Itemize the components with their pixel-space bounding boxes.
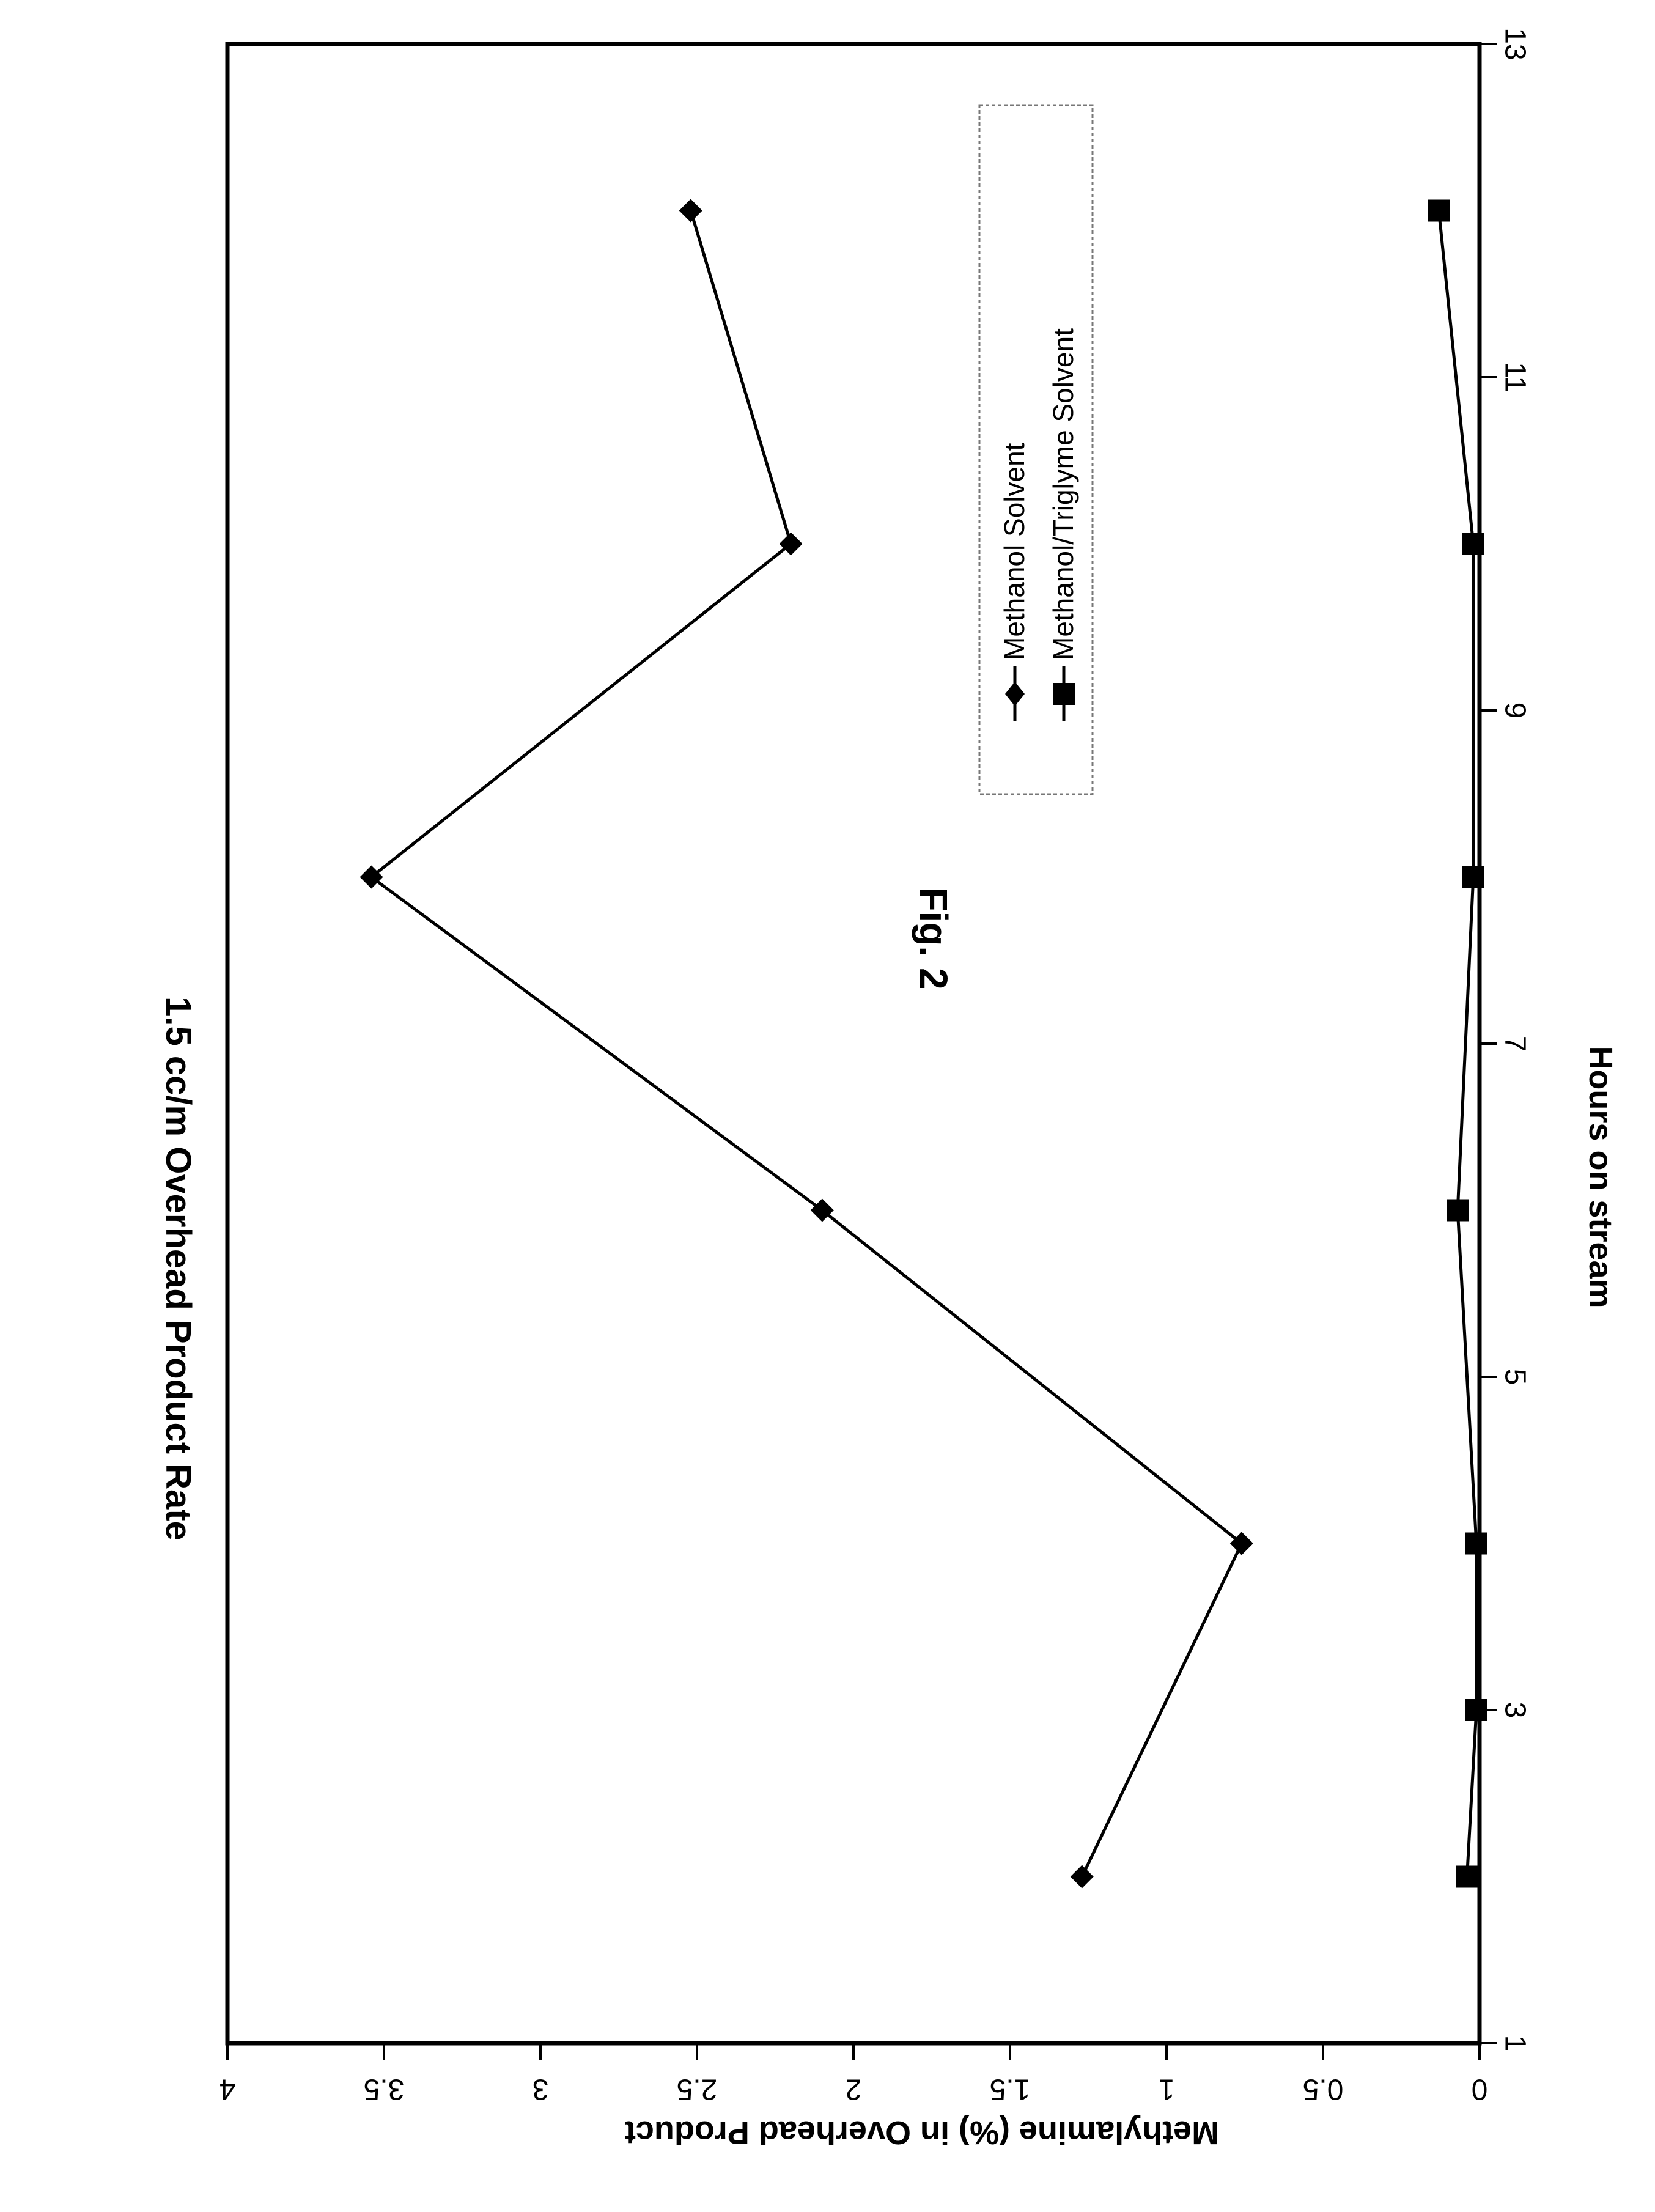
y-tick-label: 1.5 [990,2073,1031,2106]
x-tick-label: 13 [1499,28,1532,60]
legend: Methanol Solvent Methanol/Triglyme Solve… [979,105,1093,794]
data-point-diamond [679,199,702,223]
y-tick-label: 2 [846,2073,862,2106]
data-point-square [1465,1533,1487,1555]
plot-frame [227,44,1480,2043]
chart-title: 1.5 cc/m Overhead Product Rate [158,997,198,1541]
y-tick-label: 1 [1159,2073,1175,2106]
legend-square-marker [1053,683,1075,705]
data-point-square [1447,1200,1469,1222]
figure-label: Fig. 2 [912,887,956,989]
y-tick-label: 0.5 [1303,2073,1344,2106]
y-tick-label: 0 [1472,2073,1488,2106]
x-axis-title: Hours on stream [1582,1045,1619,1308]
y-axis-title: Methylamine (%) in Overhead Product [625,2114,1219,2151]
y-tick-label: 2.5 [677,2073,718,2106]
x-tick-label: 11 [1499,362,1532,393]
x-tick-label: 1 [1499,2035,1532,2052]
y-tick-label: 3.5 [364,2073,405,2106]
data-point-square [1462,866,1484,888]
legend-label-methanol-triglyme-solvent: Methanol/Triglyme Solvent [1047,328,1079,660]
x-tick-label: 7 [1499,1036,1532,1052]
x-tick-label: 5 [1499,1369,1532,1385]
x-tick-label: 9 [1499,702,1532,719]
legend-label-methanol-solvent: Methanol Solvent [998,443,1030,660]
data-point-diamond [1071,1865,1094,1889]
data-point-square [1465,1699,1487,1721]
data-point-square [1456,1866,1478,1888]
series-line-methanol-solvent [372,211,1242,1877]
x-tick-label: 3 [1499,1702,1532,1719]
data-point-square [1428,200,1450,222]
series-line-methanol-triglyme-solvent [1439,211,1476,1877]
y-tick-label: 4 [219,2073,236,2106]
y-tick-label: 3 [533,2073,549,2106]
plot-layer: 13579111300.511.522.533.54 [219,28,1532,2105]
data-point-square [1462,533,1484,555]
